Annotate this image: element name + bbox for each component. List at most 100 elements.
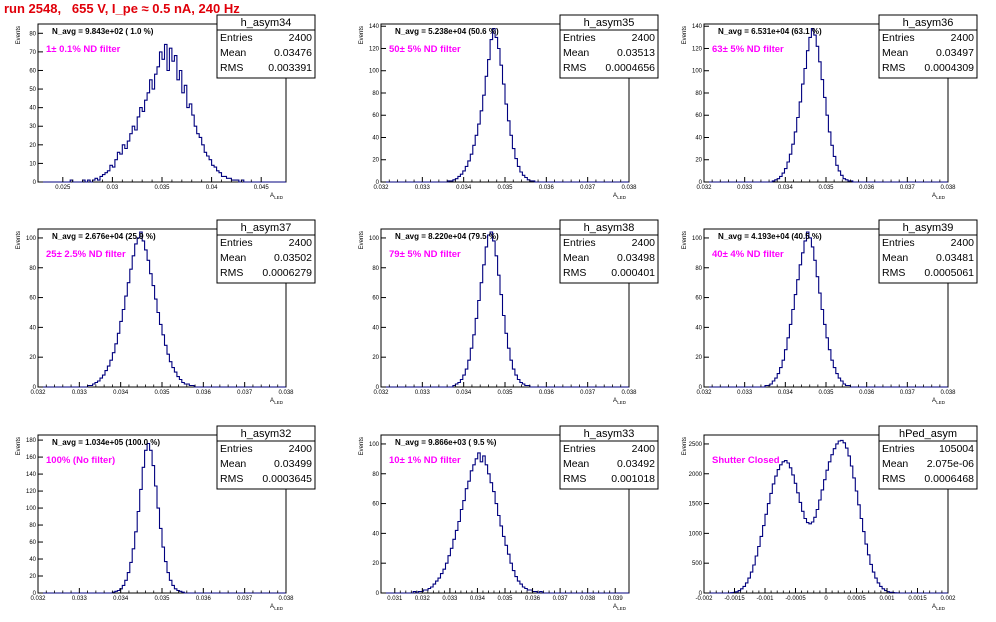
x-tick-label: 0.035 bbox=[818, 185, 834, 191]
x-tick-label: 0.037 bbox=[900, 185, 916, 191]
x-tick-label: 0.038 bbox=[940, 390, 956, 396]
y-tick-label: 20 bbox=[29, 574, 36, 580]
stat-value: 0.0004656 bbox=[605, 62, 655, 74]
stat-value: 0.03497 bbox=[936, 47, 974, 59]
stat-value: 2400 bbox=[289, 237, 313, 249]
stat-label: RMS bbox=[563, 62, 586, 74]
histogram-name: h_asym37 bbox=[241, 222, 292, 234]
stat-label: Mean bbox=[220, 458, 246, 470]
y-tick-label: 60 bbox=[695, 296, 702, 302]
x-tick-label: 0.032 bbox=[30, 596, 46, 602]
x-tick-label: 0.002 bbox=[940, 596, 956, 602]
x-tick-label: 0.036 bbox=[196, 390, 212, 396]
x-axis-title: A bbox=[613, 193, 617, 199]
x-axis-title: A bbox=[932, 604, 936, 610]
stat-value: 0.000401 bbox=[611, 267, 655, 279]
x-tick-label: 0.034 bbox=[456, 390, 472, 396]
histogram-name: h_asym34 bbox=[241, 17, 292, 29]
x-tick-label: 0.036 bbox=[859, 390, 875, 396]
y-tick-label: 100 bbox=[692, 236, 703, 242]
x-tick-label: 0.001 bbox=[879, 596, 895, 602]
histogram-name: hPed_asym bbox=[899, 428, 957, 440]
filter-label: Shutter Closed bbox=[712, 455, 780, 466]
y-tick-label: 0 bbox=[699, 180, 703, 186]
histogram-line bbox=[38, 43, 286, 183]
x-axis-title: A bbox=[270, 193, 274, 199]
x-tick-label: 0.037 bbox=[580, 185, 596, 191]
stats-box: h_asym36 Entries 2400 Mean 0.03497 RMS 0.00043… bbox=[878, 14, 978, 79]
y-tick-label: 40 bbox=[372, 325, 379, 331]
stat-label: RMS bbox=[563, 473, 586, 485]
x-tick-label: 0.035 bbox=[497, 185, 513, 191]
stat-value: 0.03499 bbox=[274, 458, 312, 470]
x-tick-label: 0.038 bbox=[621, 390, 637, 396]
stat-label: Entries bbox=[882, 237, 915, 249]
y-tick-label: 70 bbox=[29, 50, 36, 56]
y-tick-label: 40 bbox=[372, 531, 379, 537]
y-axis-title: Events bbox=[682, 437, 688, 455]
stat-label: Entries bbox=[563, 443, 596, 455]
stat-label: Mean bbox=[563, 252, 589, 264]
y-tick-label: 20 bbox=[29, 143, 36, 149]
y-tick-label: 180 bbox=[26, 438, 37, 444]
stats-box: h_asym35 Entries 2400 Mean 0.03513 RMS 0.00046… bbox=[559, 14, 659, 79]
y-axis-title: Events bbox=[16, 26, 22, 44]
stat-label: RMS bbox=[220, 267, 243, 279]
stats-box: h_asym38 Entries 2400 Mean 0.03498 RMS 0.00040… bbox=[559, 219, 659, 284]
histogram-line bbox=[381, 27, 629, 183]
x-tick-label: 0.036 bbox=[539, 390, 555, 396]
y-tick-label: 0 bbox=[376, 180, 380, 186]
x-tick-label: 0.0015 bbox=[908, 596, 927, 602]
x-tick-label: -0.0005 bbox=[785, 596, 806, 602]
stat-value: 2400 bbox=[632, 32, 656, 44]
y-tick-label: 60 bbox=[372, 502, 379, 508]
stat-label: Entries bbox=[563, 32, 596, 44]
y-tick-label: 60 bbox=[29, 540, 36, 546]
navg-label: N_avg = 8.220e+04 (79.5 %) bbox=[395, 232, 499, 241]
y-tick-label: 140 bbox=[692, 24, 703, 30]
histogram-name: h_asym39 bbox=[903, 222, 954, 234]
navg-label: N_avg = 5.238e+04 (50.6 %) bbox=[395, 27, 499, 36]
stat-label: Entries bbox=[882, 443, 915, 455]
x-tick-label: 0.036 bbox=[196, 596, 212, 602]
y-tick-label: 0 bbox=[33, 591, 37, 597]
y-tick-label: 80 bbox=[695, 266, 702, 272]
stats-box: hPed_asym Entries 105004 Mean 2.075e-06 RMS 0.… bbox=[878, 425, 978, 490]
stats-box-frame bbox=[878, 219, 978, 284]
y-tick-label: 0 bbox=[33, 180, 37, 186]
stat-value: 2400 bbox=[632, 237, 656, 249]
navg-label: N_avg = 2.676e+04 (25.9 %) bbox=[52, 232, 156, 241]
y-tick-label: 20 bbox=[372, 158, 379, 164]
histogram-h_asym35: 0.032 0.033 0.034 0.035 0.036 0.037 0.038 0 20 40… bbox=[359, 14, 659, 200]
x-tick-label: -0.002 bbox=[695, 596, 713, 602]
x-tick-label: 0.035 bbox=[154, 390, 170, 396]
navg-label: N_avg = 9.843e+02 ( 1.0 %) bbox=[52, 27, 154, 36]
y-tick-label: 40 bbox=[695, 325, 702, 331]
x-tick-label: 0.035 bbox=[154, 185, 170, 191]
x-axis-title-subscript: LED bbox=[274, 606, 284, 611]
stats-box-frame bbox=[878, 425, 978, 490]
stat-value: 105004 bbox=[939, 443, 974, 455]
x-axis-title: A bbox=[932, 398, 936, 404]
stats-box: h_asym37 Entries 2400 Mean 0.03502 RMS 0.00062… bbox=[216, 219, 316, 284]
y-axis-title: Events bbox=[359, 437, 365, 455]
x-tick-label: 0.033 bbox=[415, 185, 431, 191]
x-tick-label: 0.034 bbox=[456, 185, 472, 191]
y-tick-label: 60 bbox=[695, 113, 702, 119]
stat-label: Entries bbox=[220, 32, 253, 44]
x-axis-title: A bbox=[932, 193, 936, 199]
y-tick-label: 60 bbox=[372, 296, 379, 302]
stat-value: 0.0006468 bbox=[924, 473, 974, 485]
x-tick-label: -0.001 bbox=[756, 596, 774, 602]
y-tick-label: 2000 bbox=[689, 472, 703, 478]
y-tick-label: 40 bbox=[695, 135, 702, 141]
stat-value: 2.075e-06 bbox=[927, 458, 974, 470]
histogram-line bbox=[381, 231, 629, 388]
y-tick-label: 10 bbox=[29, 161, 36, 167]
stats-box-frame bbox=[216, 14, 316, 79]
histogram-line bbox=[704, 27, 948, 183]
y-tick-label: 80 bbox=[695, 91, 702, 97]
stat-value: 2400 bbox=[289, 443, 313, 455]
x-tick-label: 0.032 bbox=[415, 596, 431, 602]
x-tick-label: 0.036 bbox=[539, 185, 555, 191]
